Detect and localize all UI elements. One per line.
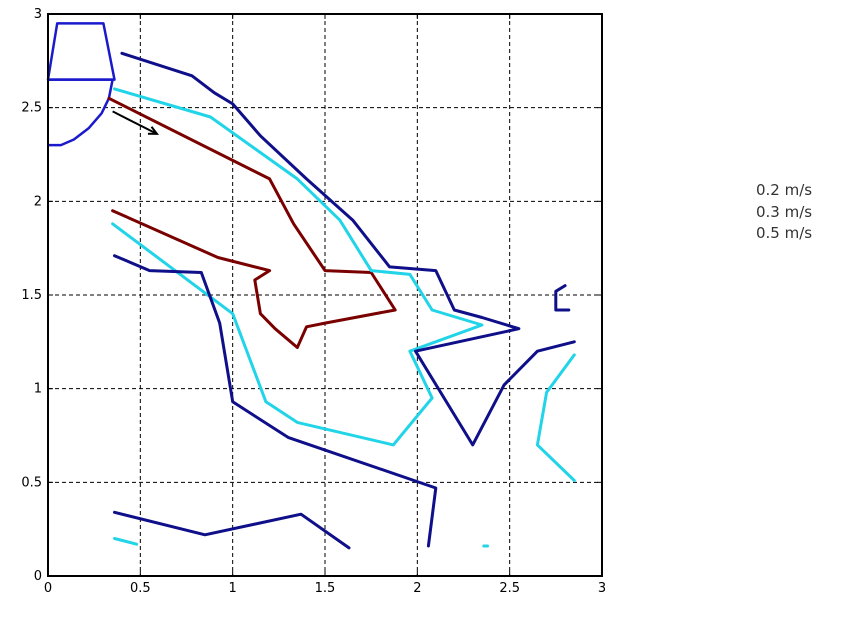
contour-line bbox=[120, 51, 576, 447]
x-tick-label: 3 bbox=[598, 581, 606, 596]
tick-labels: 0 0.5 1 1.5 2 2.5 3 0 0.5 1 1.5 2 2.5 3 bbox=[21, 7, 606, 596]
contour-line bbox=[554, 284, 571, 312]
y-tick-label: 0.5 bbox=[21, 475, 42, 490]
x-tick-label: 1 bbox=[229, 581, 237, 596]
y-tick-label: 3 bbox=[34, 7, 42, 22]
arrow-head bbox=[147, 126, 160, 135]
y-tick-label: 1.5 bbox=[21, 288, 42, 303]
contour-lines bbox=[107, 51, 576, 550]
arrow-shaft bbox=[112, 110, 158, 135]
legend: 0.2 m/s 0.3 m/s 0.5 m/s bbox=[756, 180, 812, 245]
legend-item-0-5: 0.5 m/s bbox=[756, 224, 813, 242]
y-tick-label: 1 bbox=[34, 382, 42, 397]
x-tick-label: 1.5 bbox=[315, 581, 336, 596]
y-tick-label: 0 bbox=[34, 569, 42, 584]
y-tick-label: 2.5 bbox=[21, 101, 42, 116]
contour-line bbox=[111, 87, 484, 447]
x-tick-label: 2.5 bbox=[499, 581, 520, 596]
x-tick-label: 2 bbox=[413, 581, 421, 596]
flow-arrow bbox=[112, 110, 160, 135]
grid-lines bbox=[48, 14, 602, 576]
legend-item-0-3: 0.3 m/s bbox=[756, 202, 813, 221]
inlet-trapezoid bbox=[46, 22, 116, 81]
y-tick-label: 2 bbox=[34, 194, 42, 209]
legend-item-0-2: 0.2 m/s bbox=[756, 181, 813, 199]
contour-line bbox=[113, 537, 139, 546]
x-tick-label: 0 bbox=[44, 581, 52, 596]
contour-line bbox=[107, 96, 397, 349]
inlet-shape bbox=[46, 22, 116, 147]
inlet-arc bbox=[48, 78, 114, 147]
contour-line bbox=[113, 510, 351, 550]
contour-line bbox=[113, 254, 438, 548]
contour-line bbox=[535, 353, 576, 482]
x-tick-label: 0.5 bbox=[130, 581, 151, 596]
